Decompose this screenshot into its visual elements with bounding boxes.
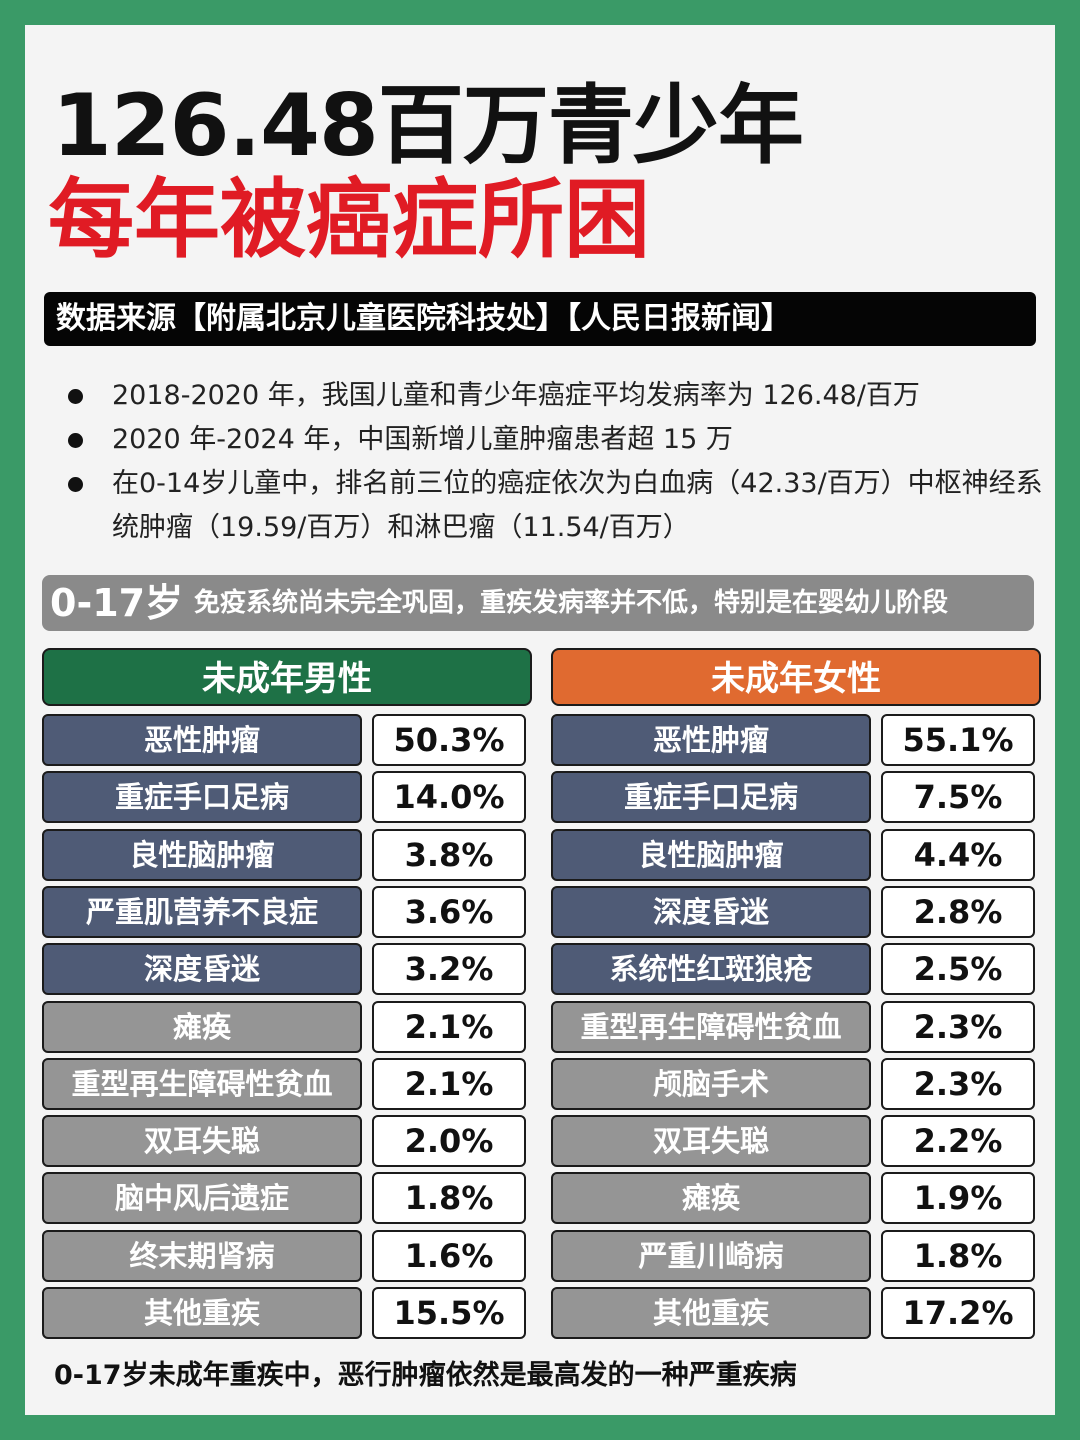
footer-note: 0-17岁未成年重疾中，恶行肿瘤依然是最高发的一种严重疾病	[54, 1360, 797, 1391]
illness-percentage: 15.5%	[372, 1287, 526, 1339]
illness-label: 严重川崎病	[551, 1230, 871, 1282]
illness-label: 其他重疾	[551, 1287, 871, 1339]
illness-percentage: 2.2%	[881, 1115, 1035, 1167]
illness-percentage: 4.4%	[881, 829, 1035, 881]
illness-label: 重型再生障碍性贫血	[42, 1058, 362, 1110]
illness-percentage: 2.1%	[372, 1058, 526, 1110]
title-line-2: 每年被癌症所困	[48, 170, 650, 270]
illness-label: 恶性肿瘤	[42, 714, 362, 766]
bullet-dot-icon	[68, 389, 83, 404]
illness-percentage: 3.2%	[372, 943, 526, 995]
age-bar: 0-17岁 免疫系统尚未完全巩固，重疾发病率并不低，特别是在婴幼儿阶段	[42, 575, 1034, 631]
illness-percentage: 3.8%	[372, 829, 526, 881]
title-line-1: 126.48百万青少年	[52, 76, 804, 176]
illness-percentage: 1.8%	[881, 1230, 1035, 1282]
illness-label: 双耳失聪	[551, 1115, 871, 1167]
illness-label: 终末期肾病	[42, 1230, 362, 1282]
illness-percentage: 14.0%	[372, 771, 526, 823]
illness-label: 系统性红斑狼疮	[551, 943, 871, 995]
illness-percentage: 1.8%	[372, 1172, 526, 1224]
illness-percentage: 1.9%	[881, 1172, 1035, 1224]
illness-percentage: 17.2%	[881, 1287, 1035, 1339]
illness-percentage: 2.0%	[372, 1115, 526, 1167]
illness-label: 良性脑肿瘤	[551, 829, 871, 881]
illness-label: 恶性肿瘤	[551, 714, 871, 766]
bullet-item: 2020 年-2024 年，中国新增儿童肿瘤患者超 15 万	[66, 418, 1066, 462]
illness-label: 颅脑手术	[551, 1058, 871, 1110]
illness-label: 瘫痪	[42, 1001, 362, 1053]
bullet-item: 2018-2020 年，我国儿童和青少年癌症平均发病率为 126.48/百万	[66, 374, 1066, 418]
bullet-dot-icon	[68, 433, 83, 448]
age-range: 0-17岁	[50, 581, 184, 625]
illness-percentage: 1.6%	[372, 1230, 526, 1282]
age-description: 免疫系统尚未完全巩固，重疾发病率并不低，特别是在婴幼儿阶段	[194, 588, 949, 618]
illness-percentage: 2.1%	[372, 1001, 526, 1053]
illness-label: 重型再生障碍性贫血	[551, 1001, 871, 1053]
illness-label: 双耳失聪	[42, 1115, 362, 1167]
illness-label: 深度昏迷	[42, 943, 362, 995]
illness-label: 重症手口足病	[42, 771, 362, 823]
illness-percentage: 50.3%	[372, 714, 526, 766]
bullet-text: 2018-2020 年，我国儿童和青少年癌症平均发病率为 126.48/百万	[112, 380, 920, 411]
illness-label: 良性脑肿瘤	[42, 829, 362, 881]
illness-label: 重症手口足病	[551, 771, 871, 823]
male-column-header: 未成年男性	[42, 648, 532, 706]
illness-label: 严重肌营养不良症	[42, 886, 362, 938]
illness-label: 其他重疾	[42, 1287, 362, 1339]
illness-percentage: 7.5%	[881, 771, 1035, 823]
illness-percentage: 2.3%	[881, 1058, 1035, 1110]
illness-percentage: 2.8%	[881, 886, 1035, 938]
source-bar: 数据来源【附属北京儿童医院科技处】【人民日报新闻】	[44, 292, 1036, 346]
illness-percentage: 55.1%	[881, 714, 1035, 766]
bullet-list: 2018-2020 年，我国儿童和青少年癌症平均发病率为 126.48/百万 2…	[66, 374, 1066, 550]
female-column-header: 未成年女性	[551, 648, 1041, 706]
illness-percentage: 2.5%	[881, 943, 1035, 995]
bullet-text: 2020 年-2024 年，中国新增儿童肿瘤患者超 15 万	[112, 424, 733, 455]
illness-percentage: 2.3%	[881, 1001, 1035, 1053]
illness-percentage: 3.6%	[372, 886, 526, 938]
bullet-text: 在0-14岁儿童中，排名前三位的癌症依次为白血病（42.33/百万）中枢神经系统…	[112, 468, 1043, 543]
bullet-item: 在0-14岁儿童中，排名前三位的癌症依次为白血病（42.33/百万）中枢神经系统…	[66, 462, 1060, 550]
bullet-dot-icon	[68, 477, 83, 492]
illness-label: 瘫痪	[551, 1172, 871, 1224]
illness-label: 脑中风后遗症	[42, 1172, 362, 1224]
illness-label: 深度昏迷	[551, 886, 871, 938]
